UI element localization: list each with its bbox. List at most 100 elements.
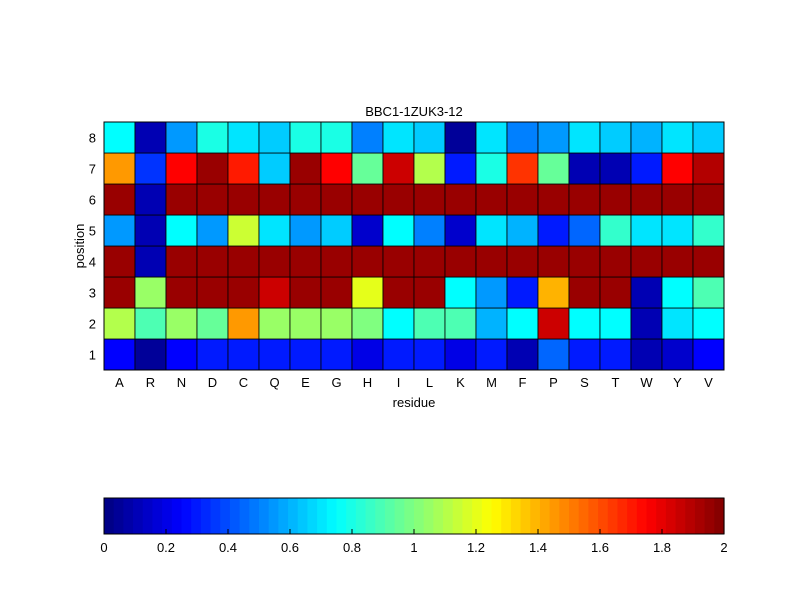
x-tick-label: R bbox=[146, 375, 155, 390]
heatmap-cell bbox=[351, 152, 384, 185]
heatmap-cell bbox=[444, 121, 477, 154]
heatmap-cell bbox=[103, 276, 136, 309]
heatmap-cell bbox=[227, 338, 260, 371]
heatmap-cell bbox=[103, 245, 136, 278]
colorbar-segment bbox=[162, 498, 173, 534]
heatmap-cell bbox=[568, 152, 601, 185]
heatmap-cell bbox=[258, 307, 291, 340]
heatmap-cell bbox=[413, 152, 446, 185]
heatmap-cell bbox=[103, 152, 136, 185]
chart-title: BBC1-1ZUK3-12 bbox=[365, 104, 463, 119]
colorbar-segment bbox=[384, 498, 396, 534]
colorbar-segment bbox=[472, 498, 483, 534]
colorbar-tick-label: 2 bbox=[720, 540, 727, 555]
heatmap-cell bbox=[475, 245, 508, 278]
heatmap-cell bbox=[599, 183, 632, 216]
colorbar-tick-label: 0.8 bbox=[343, 540, 361, 555]
heatmap-cell bbox=[351, 307, 384, 340]
colorbar-tick-label: 0.4 bbox=[219, 540, 237, 555]
x-tick-label: P bbox=[549, 375, 558, 390]
colorbar bbox=[104, 498, 725, 534]
heatmap-cell bbox=[537, 245, 570, 278]
heatmap-cell bbox=[134, 152, 167, 185]
x-tick-label: Q bbox=[269, 375, 279, 390]
heatmap-cell bbox=[258, 338, 291, 371]
x-tick-label: D bbox=[208, 375, 217, 390]
x-tick-label: Y bbox=[673, 375, 682, 390]
heatmap-cell bbox=[661, 214, 694, 247]
heatmap-cell bbox=[506, 307, 539, 340]
heatmap-cell bbox=[320, 338, 353, 371]
colorbar-segment bbox=[268, 498, 279, 534]
heatmap-cell bbox=[475, 183, 508, 216]
colorbar-tick-label: 0.6 bbox=[281, 540, 299, 555]
y-axis-label: position bbox=[72, 224, 87, 269]
colorbar-segment bbox=[346, 498, 357, 534]
heatmap-cell bbox=[630, 307, 663, 340]
colorbar-segment bbox=[326, 498, 338, 534]
heatmap-frame bbox=[103, 121, 725, 371]
colorbar-tick-label: 0.2 bbox=[157, 540, 175, 555]
heatmap-cell bbox=[506, 338, 539, 371]
heatmap-cell bbox=[134, 245, 167, 278]
heatmap-cell bbox=[196, 183, 229, 216]
heatmap-cell bbox=[103, 183, 136, 216]
y-tick-label: 6 bbox=[89, 193, 96, 208]
colorbar-segment bbox=[617, 498, 628, 534]
heatmap-cell bbox=[196, 276, 229, 309]
heatmap-cell bbox=[258, 152, 291, 185]
colorbar-segment bbox=[249, 498, 260, 534]
colorbar-segment bbox=[394, 498, 405, 534]
colorbar-segment bbox=[133, 498, 144, 534]
heatmap-cell bbox=[382, 121, 415, 154]
heatmap-cell bbox=[630, 245, 663, 278]
heatmap-cell bbox=[196, 152, 229, 185]
x-tick-label: H bbox=[363, 375, 372, 390]
heatmap-cell bbox=[506, 183, 539, 216]
heatmap-cell bbox=[475, 338, 508, 371]
heatmap-cell bbox=[413, 183, 446, 216]
colorbar-segment bbox=[481, 498, 493, 534]
heatmap-cell bbox=[227, 152, 260, 185]
heatmap-cell bbox=[196, 338, 229, 371]
heatmap-cell bbox=[196, 307, 229, 340]
y-tick-label: 7 bbox=[89, 162, 96, 177]
x-tick-label: T bbox=[612, 375, 620, 390]
heatmap-cell bbox=[382, 183, 415, 216]
heatmap-cell bbox=[382, 152, 415, 185]
heatmap-cell bbox=[134, 276, 167, 309]
heatmap-cell bbox=[351, 121, 384, 154]
heatmap-cell bbox=[692, 307, 725, 340]
heatmap-cell bbox=[475, 152, 508, 185]
colorbar-segment bbox=[491, 498, 502, 534]
heatmap-cell bbox=[599, 276, 632, 309]
heatmap-cell bbox=[320, 276, 353, 309]
x-tick-label: A bbox=[115, 375, 124, 390]
colorbar-segment bbox=[142, 498, 154, 534]
colorbar-segment bbox=[685, 498, 696, 534]
colorbar-segment bbox=[220, 498, 231, 534]
x-tick-label: F bbox=[519, 375, 527, 390]
heatmap-cell bbox=[165, 214, 198, 247]
colorbar-segment bbox=[104, 498, 115, 534]
colorbar-segment bbox=[588, 498, 599, 534]
heatmap-cell bbox=[134, 338, 167, 371]
y-tick-label: 4 bbox=[89, 255, 96, 270]
heatmap-cell bbox=[537, 183, 570, 216]
colorbar-segment bbox=[152, 498, 163, 534]
heatmap-cell bbox=[382, 338, 415, 371]
heatmap-cell bbox=[165, 245, 198, 278]
heatmap-cell bbox=[661, 121, 694, 154]
heatmap-cell bbox=[692, 245, 725, 278]
colorbar-segment bbox=[665, 498, 677, 534]
colorbar-segment bbox=[578, 498, 589, 534]
heatmap-cell bbox=[475, 121, 508, 154]
colorbar-segment bbox=[452, 498, 464, 534]
colorbar-segment bbox=[355, 498, 367, 534]
heatmap-cell bbox=[475, 276, 508, 309]
colorbar-segment bbox=[501, 498, 512, 534]
colorbar-segment bbox=[307, 498, 318, 534]
heatmap-cell bbox=[506, 276, 539, 309]
heatmap-cell bbox=[568, 307, 601, 340]
heatmap-cell bbox=[258, 245, 291, 278]
